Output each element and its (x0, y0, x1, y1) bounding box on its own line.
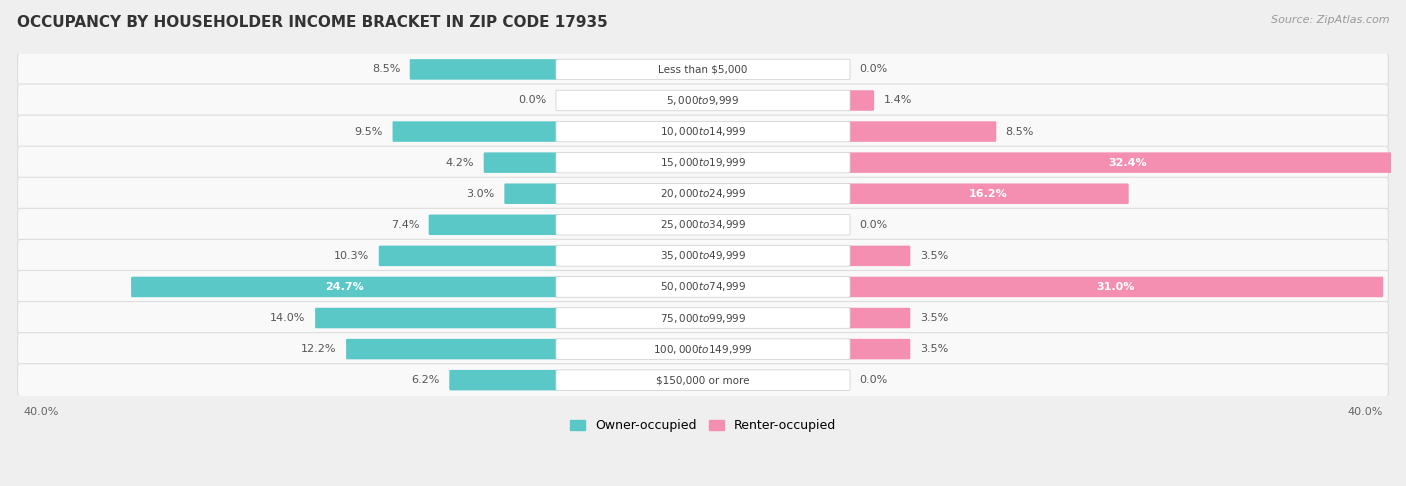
FancyBboxPatch shape (555, 90, 851, 111)
FancyBboxPatch shape (18, 364, 1388, 397)
Text: 6.2%: 6.2% (412, 375, 440, 385)
FancyBboxPatch shape (555, 183, 851, 204)
FancyBboxPatch shape (555, 122, 851, 142)
Text: $5,000 to $9,999: $5,000 to $9,999 (666, 94, 740, 107)
Text: 10.3%: 10.3% (335, 251, 370, 261)
FancyBboxPatch shape (392, 122, 558, 142)
FancyBboxPatch shape (18, 177, 1388, 210)
Text: $20,000 to $24,999: $20,000 to $24,999 (659, 187, 747, 200)
FancyBboxPatch shape (848, 122, 997, 142)
Text: 7.4%: 7.4% (391, 220, 419, 230)
Text: $10,000 to $14,999: $10,000 to $14,999 (659, 125, 747, 138)
FancyBboxPatch shape (18, 332, 1388, 365)
Text: $75,000 to $99,999: $75,000 to $99,999 (659, 312, 747, 325)
FancyBboxPatch shape (555, 308, 851, 328)
FancyBboxPatch shape (346, 339, 558, 359)
Text: 14.0%: 14.0% (270, 313, 305, 323)
FancyBboxPatch shape (848, 153, 1406, 173)
Text: $15,000 to $19,999: $15,000 to $19,999 (659, 156, 747, 169)
Text: 12.2%: 12.2% (301, 344, 336, 354)
Text: $25,000 to $34,999: $25,000 to $34,999 (659, 218, 747, 231)
Text: 31.0%: 31.0% (1097, 282, 1135, 292)
Text: 0.0%: 0.0% (859, 375, 887, 385)
Text: 40.0%: 40.0% (24, 407, 59, 417)
FancyBboxPatch shape (505, 183, 558, 204)
FancyBboxPatch shape (555, 59, 851, 80)
FancyBboxPatch shape (450, 370, 558, 390)
FancyBboxPatch shape (555, 245, 851, 266)
Text: Source: ZipAtlas.com: Source: ZipAtlas.com (1271, 15, 1389, 25)
FancyBboxPatch shape (555, 339, 851, 359)
Text: 0.0%: 0.0% (859, 65, 887, 74)
Text: Less than $5,000: Less than $5,000 (658, 65, 748, 74)
FancyBboxPatch shape (848, 339, 910, 359)
FancyBboxPatch shape (18, 53, 1388, 86)
Text: 9.5%: 9.5% (354, 126, 382, 137)
Text: OCCUPANCY BY HOUSEHOLDER INCOME BRACKET IN ZIP CODE 17935: OCCUPANCY BY HOUSEHOLDER INCOME BRACKET … (17, 15, 607, 30)
Text: 3.5%: 3.5% (920, 251, 948, 261)
FancyBboxPatch shape (18, 301, 1388, 334)
Text: 8.5%: 8.5% (373, 65, 401, 74)
FancyBboxPatch shape (848, 90, 875, 111)
FancyBboxPatch shape (315, 308, 558, 328)
FancyBboxPatch shape (18, 84, 1388, 117)
Text: $35,000 to $49,999: $35,000 to $49,999 (659, 249, 747, 262)
FancyBboxPatch shape (18, 146, 1388, 179)
Text: 24.7%: 24.7% (325, 282, 364, 292)
Text: $150,000 or more: $150,000 or more (657, 375, 749, 385)
FancyBboxPatch shape (409, 59, 558, 80)
FancyBboxPatch shape (555, 277, 851, 297)
Text: 8.5%: 8.5% (1005, 126, 1033, 137)
Text: $50,000 to $74,999: $50,000 to $74,999 (659, 280, 747, 294)
FancyBboxPatch shape (18, 115, 1388, 148)
Text: 3.0%: 3.0% (467, 189, 495, 199)
Text: 40.0%: 40.0% (1347, 407, 1382, 417)
Text: 0.0%: 0.0% (859, 220, 887, 230)
Text: 16.2%: 16.2% (969, 189, 1008, 199)
Text: 32.4%: 32.4% (1108, 157, 1147, 168)
FancyBboxPatch shape (484, 153, 558, 173)
Text: 4.2%: 4.2% (446, 157, 474, 168)
FancyBboxPatch shape (18, 208, 1388, 241)
Text: 1.4%: 1.4% (883, 95, 912, 105)
FancyBboxPatch shape (555, 370, 851, 390)
Legend: Owner-occupied, Renter-occupied: Owner-occupied, Renter-occupied (565, 414, 841, 437)
FancyBboxPatch shape (555, 153, 851, 173)
FancyBboxPatch shape (18, 271, 1388, 303)
FancyBboxPatch shape (848, 245, 910, 266)
FancyBboxPatch shape (378, 245, 558, 266)
FancyBboxPatch shape (848, 277, 1384, 297)
FancyBboxPatch shape (848, 308, 910, 328)
Text: 0.0%: 0.0% (519, 95, 547, 105)
Text: 3.5%: 3.5% (920, 313, 948, 323)
FancyBboxPatch shape (131, 277, 558, 297)
FancyBboxPatch shape (555, 214, 851, 235)
FancyBboxPatch shape (848, 183, 1129, 204)
FancyBboxPatch shape (18, 240, 1388, 272)
Text: $100,000 to $149,999: $100,000 to $149,999 (654, 343, 752, 356)
FancyBboxPatch shape (429, 214, 558, 235)
Text: 3.5%: 3.5% (920, 344, 948, 354)
